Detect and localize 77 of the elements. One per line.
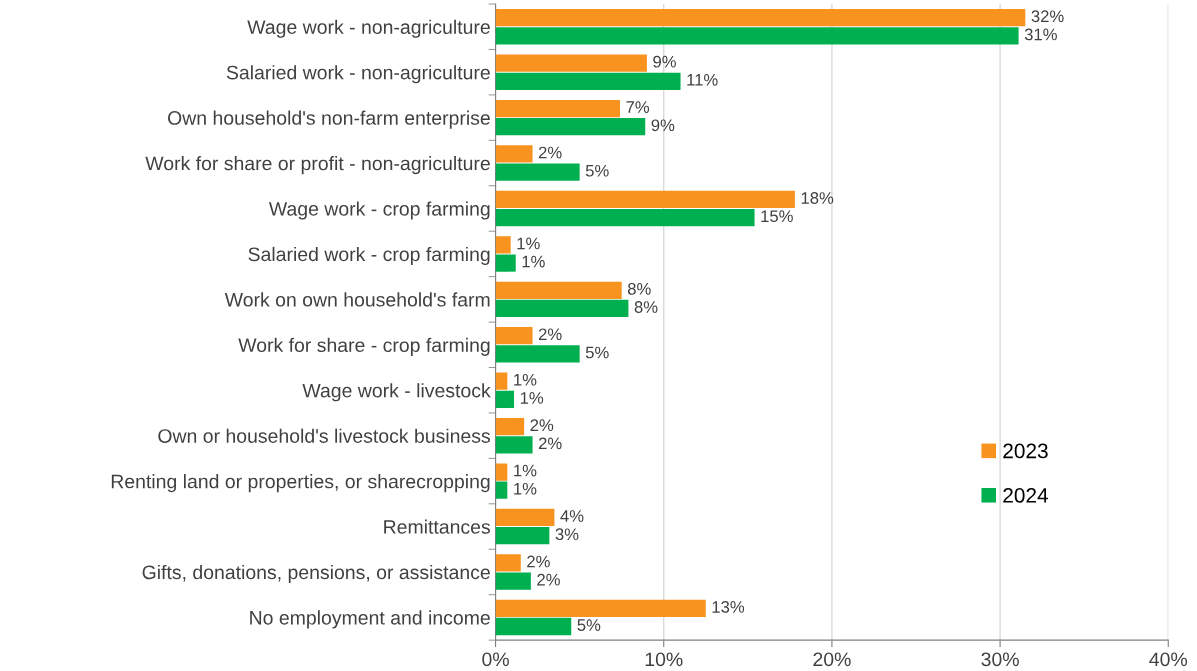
data-label: 5% (585, 346, 609, 359)
legend-label: 2024 (1003, 488, 1049, 503)
y-tick-label: Wage work - livestock (302, 383, 491, 402)
bar (495, 9, 1026, 27)
bar (495, 527, 550, 545)
legend-label: 2023 (1003, 443, 1048, 459)
bar (495, 236, 511, 254)
y-tick-label: Own household's non-farm enterprise (168, 110, 490, 129)
bar (495, 417, 525, 436)
data-label: 2% (530, 419, 554, 431)
bar (495, 372, 508, 390)
bar (495, 390, 515, 408)
data-label: 11% (687, 74, 718, 86)
x-tick-label: 40% (1149, 652, 1188, 667)
data-label: 2% (538, 437, 562, 450)
data-label: 31% (1024, 28, 1057, 41)
bar (495, 345, 580, 363)
data-label: 5% (585, 164, 609, 177)
data-label: 1% (522, 255, 545, 268)
y-tick-label: Wage work - crop farming (268, 201, 490, 220)
bar (495, 281, 622, 299)
bar (495, 599, 706, 617)
bar (495, 163, 580, 181)
y-tick-label: Renting land or properties, or sharecropping (111, 474, 490, 493)
data-label: 7% (626, 101, 650, 113)
y-tick-label: Own or household's livestock business (158, 428, 491, 443)
data-label: 2% (538, 146, 562, 159)
bar (495, 554, 521, 572)
bar (495, 617, 572, 636)
bar (495, 54, 647, 72)
data-label: 5% (577, 619, 601, 631)
data-label: 8% (627, 282, 651, 295)
bar (495, 327, 533, 345)
data-label: 4% (560, 510, 584, 522)
data-label: 1% (514, 464, 537, 477)
x-tick-label: 0% (482, 652, 509, 667)
x-tick-label: 10% (645, 652, 683, 667)
data-label: 3% (555, 528, 579, 541)
bar (495, 27, 1019, 45)
y-tick-label: Work on own household's farm (224, 292, 490, 307)
data-label: 1% (520, 392, 544, 404)
bar (495, 190, 795, 209)
y-tick-label: Wage work - non-agriculture (247, 19, 490, 38)
bar (495, 481, 508, 499)
bar (495, 254, 516, 272)
data-label: 15% (761, 210, 793, 223)
data-label: 18% (801, 192, 834, 204)
y-tick-label: No employment and income (250, 610, 490, 629)
y-tick-label: Salaried work - non-agriculture (226, 65, 490, 84)
bar (495, 508, 555, 527)
y-tick-label: Work for share - crop farming (238, 337, 490, 356)
bar (495, 299, 629, 318)
data-label: 1% (514, 482, 537, 495)
bar (495, 463, 508, 481)
y-tick-label: Gifts, donations, pensions, or assistance (142, 564, 490, 584)
bar (495, 436, 533, 454)
data-label: 9% (653, 55, 676, 68)
y-tick-label: Remittances (384, 519, 490, 534)
bar (495, 118, 646, 136)
data-label: 13% (712, 601, 745, 613)
y-tick-label: Salaried work - crop farming (248, 246, 490, 266)
data-label: 1% (517, 237, 540, 250)
y-tick-label: Work for share or profit - non-agriculture (145, 156, 490, 175)
bar (495, 145, 533, 163)
x-tick-label: 30% (981, 652, 1019, 667)
bar (495, 72, 681, 90)
data-label: 9% (651, 119, 675, 132)
data-label: 2% (538, 328, 562, 341)
x-tick-label: 20% (813, 652, 851, 667)
bar (495, 208, 755, 227)
data-label: 32% (1031, 10, 1064, 23)
data-label: 2% (537, 573, 560, 586)
data-label: 1% (514, 373, 537, 386)
bar (495, 99, 621, 118)
bar (495, 572, 531, 590)
data-label: 8% (634, 301, 658, 313)
data-label: 2% (527, 555, 550, 568)
